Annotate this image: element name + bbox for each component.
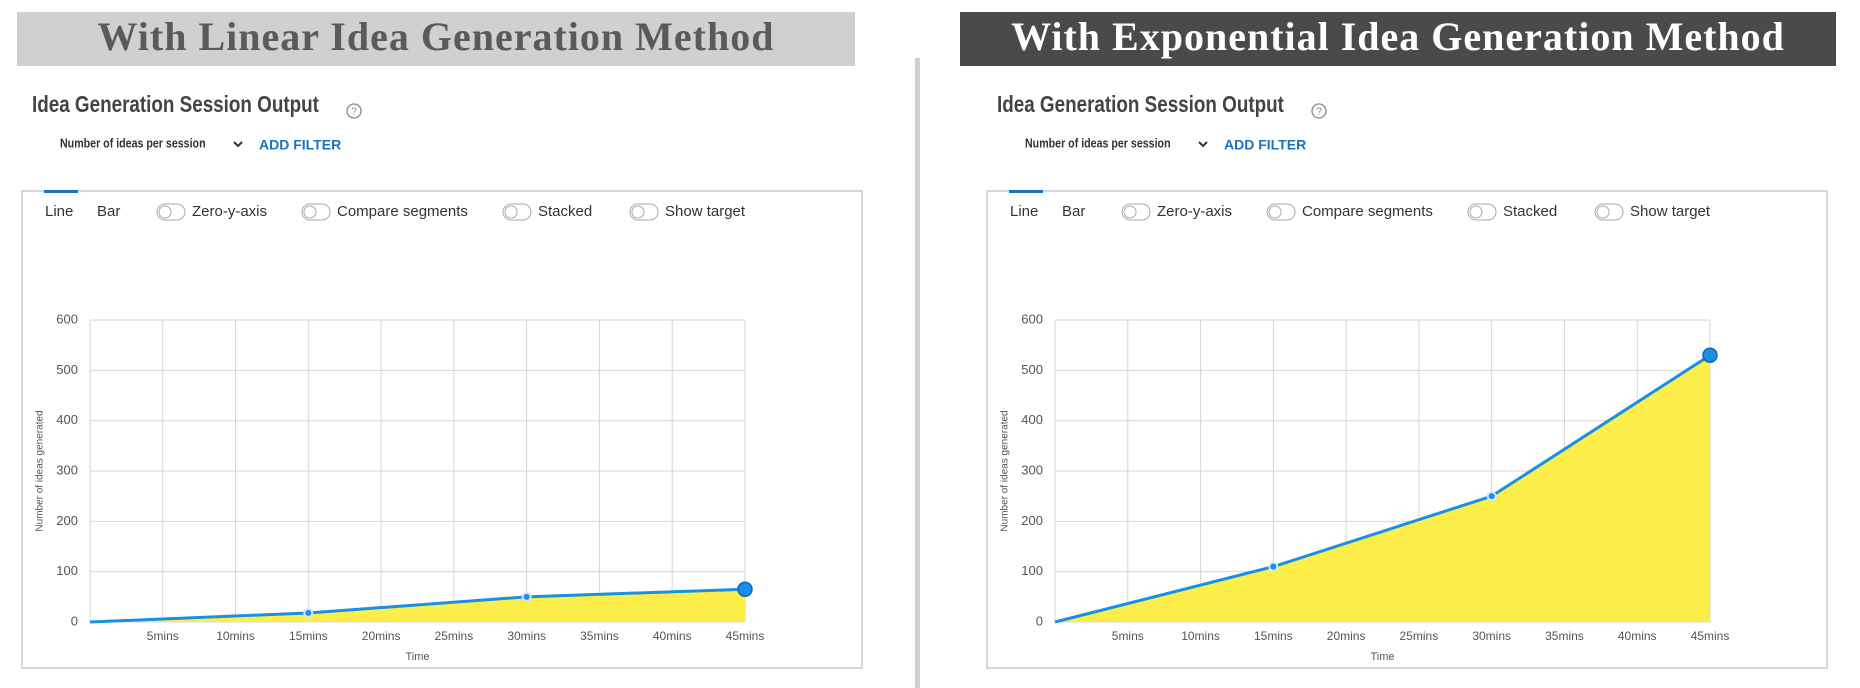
y-tick-label: 300 [1021,462,1043,477]
x-tick-label: 35mins [1545,629,1584,643]
y-tick-label: 100 [1021,563,1043,578]
heading: With Exponential Idea Generation Method [1011,14,1785,59]
x-tick-label: 35mins [580,629,619,643]
x-tick-label: 30mins [1472,629,1511,643]
x-tick-label: 30mins [507,629,546,643]
x-tick-label: 10mins [216,629,255,643]
y-tick-label: 0 [71,613,78,628]
toggle-label: Zero-y-axis [1157,203,1232,220]
x-tick-label: 20mins [362,629,401,643]
line [89,587,746,624]
area [1055,355,1710,622]
tab[interactable]: Bar [1062,203,1085,220]
chevron [233,141,243,148]
y-tick-label: 500 [1021,362,1043,377]
x-tick-label: 5mins [147,629,179,643]
heading-bg [17,12,855,66]
help-icon [346,103,362,119]
y-axis-label: Number of ideas generated [35,410,46,531]
toggle-label: Compare segments [337,203,468,220]
toggle-label: Stacked [1503,203,1557,220]
x-tick-label: 25mins [1400,629,1439,643]
x-tick-label: 25mins [435,629,474,643]
x-axis-label: Time [1370,651,1394,663]
chevron [1198,141,1208,148]
chart-title: Idea Generation Session Output [32,92,319,117]
y-tick-label: 400 [56,412,78,427]
x-axis-label: Time [405,651,429,663]
toggle-knob [1469,205,1483,219]
toggle-label: Stacked [538,203,592,220]
filter-dropdown[interactable]: Number of ideas per session [60,135,206,150]
heading-bg [960,12,1836,66]
point [1702,347,1718,363]
help-mark: ? [351,107,357,118]
point [303,607,314,618]
y-tick-label: 500 [56,362,78,377]
toggle-label: Zero-y-axis [192,203,267,220]
point [521,591,532,602]
help-icon [1311,103,1327,119]
chart-title: Idea Generation Session Output [997,92,1284,117]
y-tick-label: 200 [56,513,78,528]
toggle-label: Show target [665,203,746,220]
x-tick-label: 20mins [1327,629,1366,643]
toggle-knob [1596,205,1610,219]
divider [915,58,920,688]
toggle-knob [158,205,172,219]
panel: With Exponential Idea Generation Method I… [960,12,1836,669]
tab[interactable]: Bar [97,203,120,220]
tab-underline [1009,190,1043,193]
point [1486,491,1497,502]
x-tick-label: 45mins [726,629,765,643]
y-tick-label: 200 [1021,513,1043,528]
toggle-label: Show target [1630,203,1711,220]
y-tick-label: 600 [56,311,78,326]
y-tick-label: 300 [56,462,78,477]
toggle-knob [631,205,645,219]
toggle-knob [303,205,317,219]
x-tick-label: 5mins [1112,629,1144,643]
toggle-label: Compare segments [1302,203,1433,220]
panel: With Linear Idea Generation Method Idea G… [17,12,863,669]
x-tick-label: 45mins [1691,629,1730,643]
y-tick-label: 400 [1021,412,1043,427]
add-filter[interactable]: ADD FILTER [1224,137,1306,153]
y-tick-label: 0 [1036,613,1043,628]
tab[interactable]: Line [45,203,73,220]
x-tick-label: 15mins [1254,629,1293,643]
x-tick-label: 40mins [653,629,692,643]
point [737,581,753,598]
toggle-knob [1123,205,1137,219]
y-tick-label: 600 [1021,311,1043,326]
filter-dropdown[interactable]: Number of ideas per session [1025,135,1171,150]
x-tick-label: 15mins [289,629,328,643]
toggle-knob [1268,205,1282,219]
y-axis-label: Number of ideas generated [1000,410,1011,531]
help-mark: ? [1316,107,1322,118]
tab-underline [44,190,78,193]
point [1268,561,1279,572]
y-tick-label: 100 [56,563,78,578]
x-tick-label: 40mins [1618,629,1657,643]
add-filter[interactable]: ADD FILTER [259,137,341,153]
heading: With Linear Idea Generation Method [98,14,775,59]
line [1054,353,1711,624]
tab[interactable]: Line [1010,203,1038,220]
toggle-knob [504,205,518,219]
chart-box [21,190,863,669]
x-tick-label: 10mins [1181,629,1220,643]
